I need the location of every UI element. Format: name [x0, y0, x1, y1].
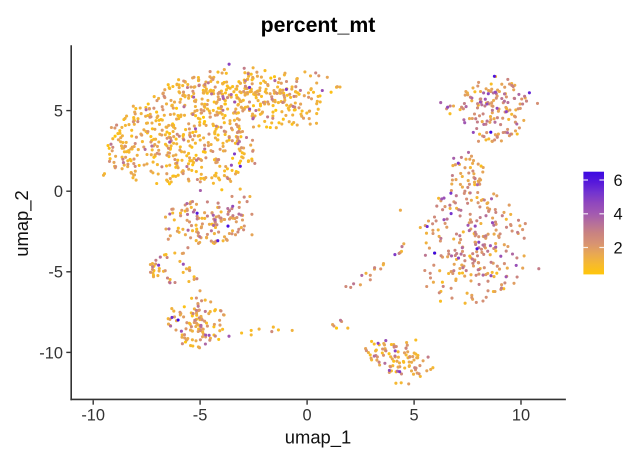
svg-text:6: 6 — [614, 172, 623, 190]
svg-text:0: 0 — [303, 407, 312, 425]
svg-text:umap_2: umap_2 — [11, 190, 33, 256]
svg-text:umap_1: umap_1 — [285, 427, 351, 449]
svg-text:5: 5 — [54, 103, 63, 121]
svg-text:-10: -10 — [39, 344, 63, 362]
svg-text:-5: -5 — [48, 264, 63, 282]
svg-text:4: 4 — [614, 206, 623, 224]
svg-text:5: 5 — [410, 407, 419, 425]
svg-text:2: 2 — [614, 239, 623, 257]
svg-text:-5: -5 — [193, 407, 208, 425]
svg-text:0: 0 — [54, 183, 63, 201]
svg-text:-10: -10 — [81, 407, 105, 425]
svg-text:10: 10 — [512, 407, 530, 425]
svg-text:percent_mt: percent_mt — [261, 13, 376, 37]
